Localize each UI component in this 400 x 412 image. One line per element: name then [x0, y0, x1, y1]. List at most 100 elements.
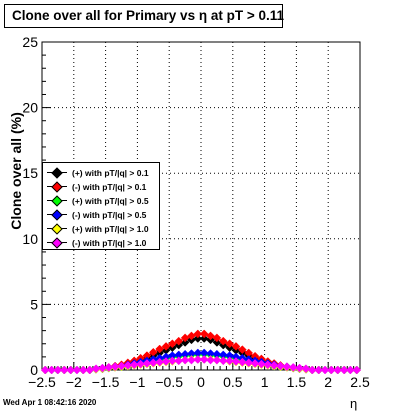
x-axis-label: η — [350, 396, 358, 411]
legend-marker — [51, 223, 63, 235]
data-point — [288, 363, 298, 372]
data-point — [212, 333, 222, 343]
data-point — [282, 362, 292, 372]
data-point — [168, 356, 177, 366]
data-point — [193, 355, 203, 364]
data-point — [142, 359, 152, 368]
data-point — [276, 361, 285, 371]
data-point — [218, 336, 228, 346]
data-point — [307, 365, 317, 375]
legend-marker — [51, 167, 63, 179]
data-point — [314, 365, 324, 375]
legend-marker — [51, 181, 63, 193]
legend-label: (+) with pT/|q| > 0.1 — [72, 168, 149, 178]
data-point — [231, 342, 241, 351]
legend-item: (-) with pT/|q| > 0.1 — [43, 180, 161, 194]
y-tick-label: 25 — [22, 34, 38, 50]
x-tick-label: −2.5 — [28, 374, 56, 390]
data-point — [174, 336, 184, 346]
data-point — [180, 355, 190, 365]
data-point — [47, 365, 56, 375]
legend-marker — [51, 237, 63, 249]
data-point — [250, 359, 260, 368]
data-point — [123, 361, 133, 370]
legend-item: (+) with pT/|q| > 0.1 — [43, 166, 161, 180]
data-point — [295, 363, 304, 373]
data-point — [136, 359, 145, 369]
x-tick-label: −1 — [129, 374, 145, 390]
data-point — [225, 356, 234, 366]
data-point — [161, 357, 171, 366]
data-point — [104, 363, 114, 372]
data-point — [72, 365, 82, 375]
data-point — [237, 357, 247, 367]
data-point — [78, 365, 88, 375]
y-tick-label: 5 — [30, 296, 38, 312]
data-point — [263, 360, 273, 370]
legend-item: (-) with pT/|q| > 0.5 — [43, 208, 161, 222]
data-point — [193, 334, 203, 343]
data-point — [117, 361, 126, 371]
x-tick-label: −1.5 — [92, 374, 120, 390]
data-point — [199, 355, 209, 364]
data-point — [225, 339, 234, 349]
legend-label: (-) with pT/|q| > 0.1 — [72, 182, 147, 192]
x-tick-label: −0.5 — [155, 374, 183, 390]
y-tick-label: 10 — [22, 231, 38, 247]
y-tick-label: 0 — [30, 362, 38, 378]
data-point — [301, 364, 311, 374]
data-point — [237, 345, 247, 355]
data-point — [346, 365, 355, 375]
data-point — [339, 365, 349, 375]
data-point — [91, 364, 101, 374]
data-point — [206, 355, 215, 365]
y-tick-label: 15 — [22, 165, 38, 181]
data-point — [218, 356, 228, 366]
x-tick-label: 0 — [197, 374, 205, 390]
series-group — [40, 355, 362, 375]
x-tick-label: 1 — [261, 374, 269, 390]
x-tick-label: 2 — [324, 374, 332, 390]
legend-marker — [51, 195, 63, 207]
data-point — [53, 365, 63, 375]
y-axis-label: Clone over all (%) — [8, 112, 24, 230]
chart-series — [40, 329, 362, 375]
data-point — [206, 331, 215, 341]
data-point — [155, 357, 165, 367]
data-point — [129, 360, 139, 370]
data-point — [257, 359, 266, 369]
x-tick-label: −2 — [66, 374, 82, 390]
data-point — [168, 339, 177, 349]
data-point — [187, 355, 196, 365]
data-point — [98, 363, 107, 373]
chart-title: Clone over all for Primary vs η at pT > … — [4, 4, 284, 28]
data-point — [193, 329, 203, 339]
data-point — [174, 356, 184, 366]
legend-marker — [51, 209, 63, 221]
data-point — [59, 365, 69, 375]
data-point — [161, 342, 171, 351]
x-tick-label: 1.5 — [287, 374, 307, 390]
legend-item: (+) with pT/|q| > 0.5 — [43, 194, 161, 208]
datestamp: Wed Apr 1 08:42:16 2020 — [3, 398, 97, 407]
chart-legend: (+) with pT/|q| > 0.1 (-) with pT/|q| > … — [42, 162, 160, 250]
data-point — [40, 365, 50, 375]
y-tick-label: 20 — [22, 100, 38, 116]
legend-label: (-) with pT/|q| > 1.0 — [72, 238, 147, 248]
data-point — [269, 361, 279, 370]
data-point — [244, 358, 254, 368]
legend-label: (+) with pT/|q| > 1.0 — [72, 224, 149, 234]
data-point — [333, 365, 343, 375]
data-point — [327, 365, 336, 375]
x-tick-label: 0.5 — [223, 374, 243, 390]
legend-item: (+) with pT/|q| > 1.0 — [43, 222, 161, 236]
data-point — [110, 362, 120, 372]
legend-label: (+) with pT/|q| > 0.5 — [72, 196, 149, 206]
data-point — [148, 358, 158, 368]
data-point — [155, 344, 165, 354]
data-point — [320, 365, 330, 375]
x-tick-label: 2.5 — [350, 374, 370, 390]
data-point — [352, 365, 362, 375]
data-point — [199, 329, 209, 339]
